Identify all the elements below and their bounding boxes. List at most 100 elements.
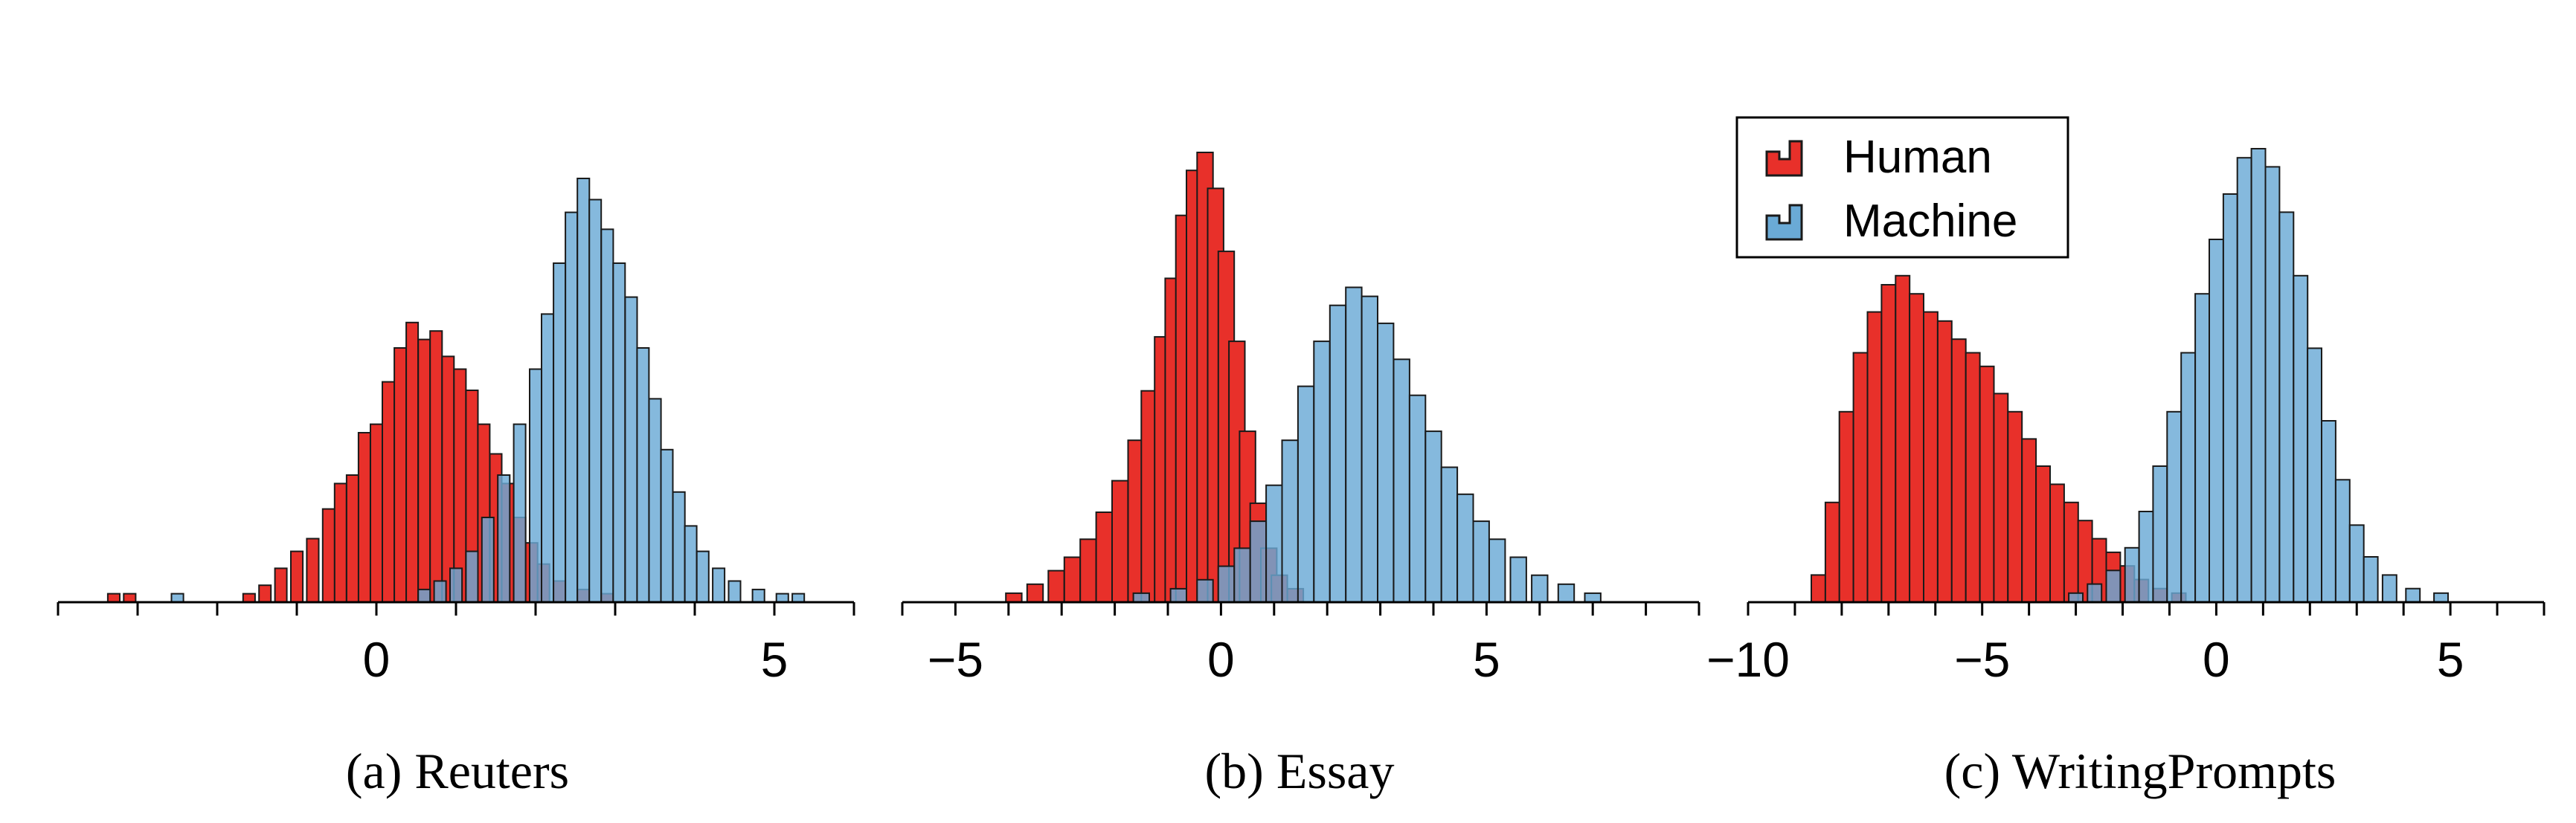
machine-bar <box>565 211 579 604</box>
machine-bar <box>2250 148 2267 603</box>
human-bar <box>394 347 408 603</box>
machine-bar <box>1281 439 1299 604</box>
x-tick-label: 5 <box>761 632 788 687</box>
human-bar <box>345 474 359 603</box>
machine-bar <box>541 313 554 603</box>
machine-bar <box>1329 304 1347 603</box>
x-tick-label: 0 <box>2203 632 2230 687</box>
x-tick-label: −5 <box>1954 632 2010 687</box>
machine-bar <box>2152 465 2168 603</box>
human-bar <box>106 593 121 603</box>
x-tick-label: 0 <box>363 632 391 687</box>
machine-bar <box>2405 587 2421 604</box>
machine-bar <box>2307 347 2323 603</box>
machine-bar <box>2321 420 2336 603</box>
machine-bar <box>1132 592 1150 604</box>
machine-bar <box>791 593 806 603</box>
machine-bar <box>417 588 431 604</box>
machine-bar <box>696 550 710 603</box>
machine-bar <box>600 228 614 603</box>
machine-bar <box>1472 520 1490 603</box>
legend-machine-label: Machine <box>1843 196 2017 247</box>
machine-bar <box>529 368 543 603</box>
machine-bar <box>1361 295 1378 603</box>
human-bar <box>1063 556 1082 603</box>
machine-bar <box>2278 211 2295 603</box>
caption-essay: (b) Essay <box>1205 743 1395 799</box>
machine-bar <box>2209 239 2224 603</box>
legend-machine-swatch <box>1765 204 1803 241</box>
machine-bar <box>2334 479 2351 603</box>
machine-bar <box>2105 569 2121 603</box>
machine-bar <box>2381 574 2397 604</box>
legend: Human Machine <box>1735 116 2069 259</box>
human-bar <box>441 355 455 603</box>
machine-bar <box>1233 547 1251 604</box>
human-bar <box>1979 365 1995 603</box>
machine-bar <box>2222 193 2238 603</box>
machine-bar <box>2264 166 2281 603</box>
human-bar <box>321 508 335 603</box>
machine-bar <box>1557 583 1576 603</box>
human-bar <box>370 423 384 603</box>
human-bar <box>290 550 304 603</box>
machine-bar <box>1531 574 1549 604</box>
human-bar <box>2021 438 2037 604</box>
human-bar <box>429 330 443 603</box>
machine-bar <box>648 398 662 604</box>
machine-bar <box>2236 157 2252 603</box>
human-bar <box>1005 592 1023 604</box>
human-bar <box>382 381 395 603</box>
machine-bar <box>2068 592 2084 603</box>
machine-bar <box>751 588 765 604</box>
human-bar <box>1824 501 1840 603</box>
x-tick-label: 5 <box>1473 632 1500 687</box>
human-bar <box>1047 569 1065 603</box>
machine-bar <box>449 567 463 604</box>
human-bar <box>242 593 256 603</box>
human-bar <box>1909 293 1925 603</box>
machine-bar <box>1249 520 1268 603</box>
human-bar <box>1852 352 1869 603</box>
human-bar <box>1026 583 1044 603</box>
human-bar <box>1950 338 1967 603</box>
human-bar <box>2049 483 2065 604</box>
machine-bar <box>2433 592 2450 603</box>
human-bar <box>306 538 320 603</box>
human-bar <box>1895 274 1911 603</box>
machine-bar <box>2348 524 2365 603</box>
human-bar <box>274 567 288 604</box>
machine-bar <box>576 178 591 603</box>
machine-bar <box>170 593 184 603</box>
machine-bar <box>2194 293 2211 603</box>
x-tick-label: 0 <box>1207 632 1235 687</box>
machine-bar <box>1169 587 1187 604</box>
human-bar <box>357 432 371 603</box>
machine-bar <box>1265 484 1283 604</box>
machine-bar <box>1217 565 1236 603</box>
human-bar <box>333 482 347 604</box>
machine-bar <box>636 347 650 603</box>
caption-reuters: (a) Reuters <box>346 743 569 799</box>
machine-bar <box>1345 286 1363 603</box>
machine-bar <box>612 262 626 603</box>
machine-bar <box>553 262 567 603</box>
machine-bar <box>1424 430 1442 603</box>
machine-bar <box>1509 556 1527 603</box>
machine-bar <box>1393 358 1410 603</box>
machine-bar <box>2124 546 2140 603</box>
machine-bar <box>2293 274 2309 603</box>
machine-bar <box>1297 385 1315 603</box>
human-bar <box>258 584 272 604</box>
machine-bar <box>1377 322 1395 603</box>
x-tick-label: −10 <box>1706 632 1790 687</box>
machine-bar <box>775 593 789 603</box>
machine-bar <box>660 448 674 603</box>
human-bar <box>1993 393 2009 604</box>
machine-bar <box>624 296 638 603</box>
human-bar <box>1965 352 1981 603</box>
machine-bar <box>1584 592 1602 604</box>
human-bar <box>123 593 137 603</box>
machine-bar <box>684 525 698 604</box>
